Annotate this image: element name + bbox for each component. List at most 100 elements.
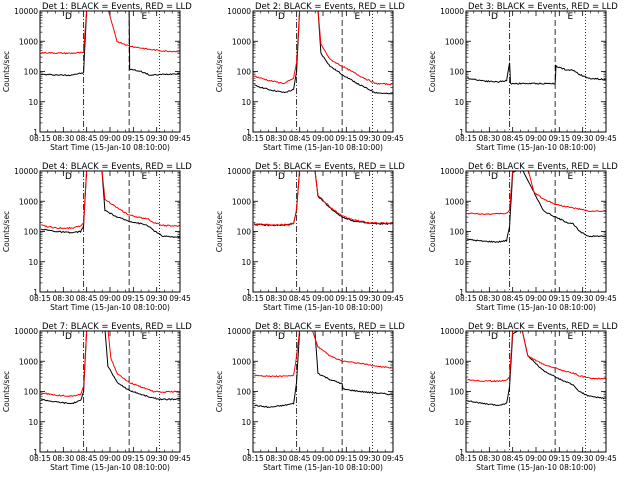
marker-D: D	[278, 12, 285, 22]
detector-panel-5: Det 5: BLACK = Events, RED = LLD Counts/s…	[215, 162, 405, 312]
y-tick-label: 1000	[19, 197, 38, 206]
marker-D: D	[278, 172, 285, 182]
y-tick-label: 10	[241, 418, 251, 427]
y-axis-title: Counts/sec	[2, 51, 11, 92]
x-tick-label: 08:30	[53, 294, 75, 303]
x-tick-label: 08:30	[479, 294, 501, 303]
x-tick-label: 08:15	[455, 134, 477, 143]
x-tick-label: 08:15	[29, 134, 51, 143]
x-tick-label: 08:15	[29, 454, 51, 463]
series-events	[40, 171, 180, 239]
y-tick-label: 10000	[14, 7, 38, 16]
x-tick-label: 08:30	[479, 134, 501, 143]
x-tick-label: 08:45	[502, 134, 524, 143]
marker-E: E	[567, 332, 573, 342]
x-tick-label: 08:45	[76, 454, 98, 463]
x-tick-label: 08:15	[455, 454, 477, 463]
y-tick-label: 1	[33, 448, 38, 457]
x-tick-label: 09:45	[595, 134, 617, 143]
panel-title: Det 9: BLACK = Events, RED = LLD	[468, 322, 618, 332]
x-tick-label: 09:30	[146, 294, 168, 303]
detector-panel-6: Det 6: BLACK = Events, RED = LLD Counts/s…	[428, 162, 618, 312]
y-tick-label: 1000	[445, 357, 464, 366]
series-lld	[40, 11, 180, 55]
series-lld	[253, 171, 393, 226]
y-tick-label: 100	[24, 388, 39, 397]
y-tick-label: 10000	[14, 167, 38, 176]
plot-frame	[465, 170, 607, 293]
y-tick-label: 1	[246, 288, 251, 297]
x-tick-label: 09:15	[123, 294, 145, 303]
panel-title: Det 6: BLACK = Events, RED = LLD	[468, 162, 618, 172]
series-group	[467, 62, 606, 85]
x-tick-label: 09:15	[549, 134, 571, 143]
marker-D: D	[278, 332, 285, 342]
y-tick-label: 100	[24, 68, 39, 77]
x-tick-label: 09:15	[549, 294, 571, 303]
x-tick-label: 09:15	[123, 454, 145, 463]
panel-title: Det 5: BLACK = Events, RED = LLD	[255, 162, 405, 172]
y-tick-label: 10000	[227, 7, 251, 16]
y-axis-title: Counts/sec	[2, 371, 11, 412]
y-tick-label: 10000	[227, 327, 251, 336]
x-tick-label: 09:45	[382, 454, 404, 463]
y-tick-label: 100	[237, 68, 252, 77]
x-tick-label: 09:30	[572, 134, 594, 143]
series-lld	[467, 331, 606, 383]
marker-E: E	[354, 332, 360, 342]
x-tick-label: 09:00	[312, 134, 334, 143]
y-tick-label: 10	[454, 258, 464, 267]
x-tick-label: 09:15	[549, 454, 571, 463]
series-events	[467, 171, 606, 243]
y-tick-label: 10000	[440, 167, 464, 176]
y-tick-label: 10	[241, 258, 251, 267]
detector-panel-1: Det 1: BLACK = Events, RED = LLD Counts/s…	[2, 2, 192, 152]
plot-frame	[39, 170, 181, 293]
x-tick-label: 09:30	[359, 294, 381, 303]
x-tick-label: 08:30	[53, 134, 75, 143]
x-tick-label: 09:45	[595, 454, 617, 463]
series-lld	[466, 171, 606, 216]
x-tick-label: 08:30	[53, 454, 75, 463]
x-tick-label: 08:15	[242, 294, 264, 303]
y-axis-title: Counts/sec	[2, 211, 11, 252]
x-tick-label: 09:30	[359, 134, 381, 143]
y-tick-label: 100	[450, 228, 465, 237]
x-axis-title: Start Time (15-Jan-10 08:10:00)	[263, 463, 383, 472]
x-tick-label: 09:45	[169, 454, 191, 463]
series-lld	[40, 331, 180, 397]
x-tick-label: 08:45	[502, 454, 524, 463]
y-tick-label: 1	[33, 128, 38, 137]
x-axis-title: Start Time (15-Jan-10 08:10:00)	[476, 143, 596, 152]
panel-title: Det 7: BLACK = Events, RED = LLD	[42, 322, 192, 332]
x-tick-label: 09:30	[359, 454, 381, 463]
x-axis-title: Start Time (15-Jan-10 08:10:00)	[476, 463, 596, 472]
series-events	[254, 331, 393, 409]
x-tick-label: 09:00	[312, 454, 334, 463]
detector-panel-9: Det 9: BLACK = Events, RED = LLD Counts/s…	[428, 322, 618, 472]
marker-E: E	[354, 12, 360, 22]
x-tick-label: 09:30	[146, 134, 168, 143]
x-tick-label: 09:00	[312, 294, 334, 303]
series-events	[40, 11, 180, 77]
x-axis-title: Start Time (15-Jan-10 08:10:00)	[476, 303, 596, 312]
x-axis-title: Start Time (15-Jan-10 08:10:00)	[50, 303, 170, 312]
y-axis-title: Counts/sec	[215, 51, 224, 92]
y-tick-label: 1000	[232, 357, 251, 366]
panel-title: Det 1: BLACK = Events, RED = LLD	[42, 2, 192, 12]
x-tick-label: 09:45	[382, 294, 404, 303]
panel-title: Det 2: BLACK = Events, RED = LLD	[255, 2, 405, 12]
x-axis-title: Start Time (15-Jan-10 08:10:00)	[50, 143, 170, 152]
series-group	[40, 331, 180, 405]
marker-D: D	[491, 332, 498, 342]
x-axis-title: Start Time (15-Jan-10 08:10:00)	[263, 303, 383, 312]
y-tick-label: 1	[459, 448, 464, 457]
marker-E: E	[567, 172, 573, 182]
marker-E: E	[567, 12, 573, 22]
y-tick-label: 10	[28, 98, 38, 107]
plot-frame	[252, 330, 394, 453]
y-tick-label: 1000	[445, 197, 464, 206]
x-tick-label: 08:30	[266, 454, 288, 463]
marker-D: D	[491, 12, 498, 22]
